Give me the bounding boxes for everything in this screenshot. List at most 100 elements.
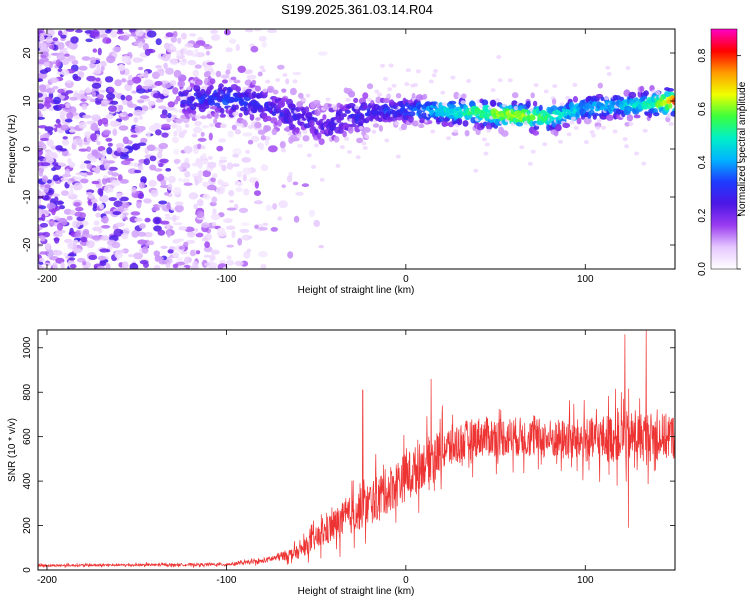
spectrogram-noise-blob <box>105 263 111 269</box>
spectrogram-ridge-blob <box>530 92 535 99</box>
spectrogram-noise-blob <box>137 239 148 245</box>
spectrogram-noise-blob <box>52 86 59 90</box>
spectrogram-halo-blob <box>569 120 575 125</box>
spectrogram-ridge-blob <box>277 119 282 127</box>
spectrogram-halo-blob <box>335 163 341 168</box>
spectrogram-noise-blob <box>241 157 251 163</box>
spectrogram-halo-blob <box>325 97 331 102</box>
spectrogram-halo-blob <box>453 129 459 134</box>
spectrogram-ridge-blob <box>251 91 257 99</box>
spectrogram-halo-blob <box>572 82 578 87</box>
spectrogram-noise-blob <box>52 174 60 182</box>
spectrogram-noise-blob <box>50 61 56 65</box>
spectrogram-noise-blob <box>75 172 86 176</box>
spectrogram-noise-blob <box>82 114 92 119</box>
spectrogram-halo-blob <box>566 132 572 137</box>
spectrogram-ridge-blob <box>349 123 357 128</box>
spectrogram-noise-blob <box>88 254 98 261</box>
spectrogram-noise-blob <box>111 241 121 249</box>
spectrogram-halo-blob <box>387 87 393 92</box>
spectrogram-halo-blob <box>301 97 307 102</box>
spectrogram-noise-blob <box>59 110 67 116</box>
spectrogram-ridge-blob <box>462 120 469 127</box>
spectrogram-noise-blob <box>226 259 235 266</box>
spectrogram-noise-blob <box>67 157 72 164</box>
spectrogram-noise-blob <box>195 158 204 166</box>
spectrogram-ridge-blob <box>222 79 228 84</box>
spectrogram-noise-blob <box>137 142 147 146</box>
spectrogram-noise-blob <box>44 84 50 89</box>
spectrogram-noise-blob <box>205 50 211 56</box>
spectrogram-noise-blob <box>200 131 205 137</box>
spectrogram-noise-blob <box>218 138 227 143</box>
spectrogram-noise-blob <box>139 41 144 48</box>
spectrogram-halo-blob <box>440 90 446 95</box>
spectrogram-ridge-blob <box>532 130 540 136</box>
y-tick-label: -20 <box>22 237 33 252</box>
spectrogram-noise-blob <box>242 188 250 196</box>
spectrogram-noise-blob <box>116 147 122 153</box>
spectrogram-noise-blob <box>115 222 125 228</box>
spectrogram-halo-blob <box>391 83 397 88</box>
spectrogram-noise-blob <box>194 64 202 69</box>
spectrogram-noise-blob <box>121 261 129 269</box>
spectrogram-noise-blob <box>97 255 106 261</box>
spectrogram-noise-blob <box>150 189 159 197</box>
spectrogram-noise-blob <box>261 69 266 73</box>
spectrogram-noise-blob <box>57 162 65 166</box>
x-tick-label: 100 <box>577 274 594 285</box>
spectrogram-halo-blob <box>259 65 265 70</box>
spectrogram-noise-blob <box>38 125 48 129</box>
spectrogram-noise-blob <box>54 200 65 205</box>
spectrogram-halo-blob <box>431 73 437 78</box>
spectrogram-noise-blob <box>78 148 88 152</box>
spectrogram-ridge-blob <box>337 129 345 134</box>
spectrogram-noise-blob <box>66 215 73 221</box>
spectrogram-noise-blob <box>48 220 55 226</box>
spectrogram-noise-blob <box>186 231 196 238</box>
spectrogram-halo-blob <box>395 154 401 159</box>
spectrogram-noise-blob <box>102 129 112 136</box>
spectrogram-noise-blob <box>91 180 100 185</box>
spectrogram-noise-blob <box>81 103 88 110</box>
spectrogram-ridge-blob <box>583 117 592 125</box>
spectrogram-halo-blob <box>248 125 253 129</box>
spectrogram-noise-blob <box>203 65 213 72</box>
spectrogram-noise-blob <box>177 37 182 44</box>
spectrogram-noise-blob <box>90 198 98 204</box>
spectrogram-halo-blob <box>490 88 496 93</box>
spectrogram-noise-blob <box>146 30 157 38</box>
spectrogram-halo-blob <box>457 94 463 99</box>
spectrogram-noise-blob <box>211 221 217 227</box>
spectrogram-noise-blob <box>151 207 160 212</box>
spectrogram-ridge-blob <box>375 96 382 104</box>
spectrogram-noise-blob <box>53 249 59 255</box>
spectrogram-noise-blob <box>223 218 233 224</box>
spectrogram-halo-blob <box>543 89 549 94</box>
spectrogram-ridge-blob <box>235 86 241 93</box>
spectrogram-ridge-blob <box>232 97 239 103</box>
spectrogram-noise-blob <box>189 33 197 37</box>
spectrogram-ridge-blob <box>193 86 200 90</box>
spectrogram-noise-blob <box>180 162 191 169</box>
spectrogram-halo-blob <box>305 93 311 98</box>
spectrogram-noise-blob <box>166 106 176 111</box>
spectrogram-halo-blob <box>533 83 539 88</box>
snr-x-ticks: -200 -100 0 100 <box>37 330 594 586</box>
spectrogram-halo-blob <box>377 92 383 97</box>
spectrogram-noise-blob <box>109 120 120 127</box>
spectrogram-noise-blob <box>119 196 129 202</box>
spectrogram-ridge-blob <box>538 104 543 112</box>
spectrogram-noise-blob <box>172 186 182 195</box>
spectrogram-halo-blob <box>192 133 197 138</box>
spectrogram-noise-blob <box>89 56 97 64</box>
spectrogram-noise-blob <box>165 67 174 75</box>
spectrogram-ridge-blob <box>219 107 225 114</box>
spectrogram-noise-blob <box>116 249 126 253</box>
spectrogram-halo-blob <box>624 144 630 149</box>
spectrogram-noise-blob <box>238 207 249 214</box>
spectrogram-halo-blob <box>382 76 388 81</box>
spectrogram-noise-blob <box>164 216 175 220</box>
spectrogram-ridge-blob <box>464 130 470 137</box>
spectrogram-noise-blob <box>243 69 253 75</box>
